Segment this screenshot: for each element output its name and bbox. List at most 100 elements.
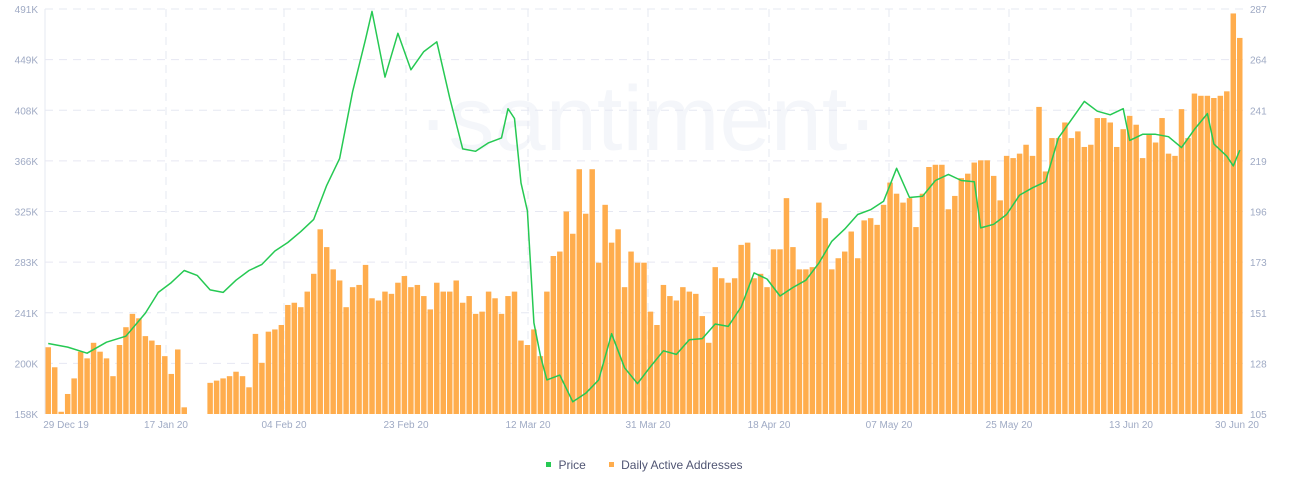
daa-bar[interactable] (680, 287, 686, 414)
daa-bar[interactable] (595, 262, 602, 414)
daa-bar[interactable] (349, 287, 356, 414)
daa-bar[interactable] (550, 256, 557, 414)
daa-bar[interactable] (537, 356, 544, 414)
daa-bar[interactable] (1185, 138, 1191, 415)
daa-bar[interactable] (1036, 106, 1042, 415)
daa-bar[interactable] (479, 311, 485, 414)
daa-bar[interactable] (265, 331, 272, 414)
daa-bar[interactable] (356, 284, 362, 414)
daa-bar[interactable] (207, 382, 213, 414)
daa-bar[interactable] (472, 313, 479, 414)
daa-bar[interactable] (155, 345, 162, 414)
daa-bar[interactable] (1217, 95, 1224, 415)
daa-bar[interactable] (272, 329, 278, 414)
daa-bar[interactable] (220, 378, 226, 414)
daa-bar[interactable] (1133, 124, 1139, 414)
daa-bar[interactable] (608, 242, 615, 414)
daa-bar[interactable] (1204, 95, 1211, 415)
daa-bar[interactable] (673, 300, 680, 414)
daa-bar[interactable] (744, 242, 751, 414)
daa-bar[interactable] (1055, 138, 1062, 415)
daa-bar[interactable] (116, 345, 123, 414)
daa-bar[interactable] (375, 300, 382, 414)
daa-bar[interactable] (667, 296, 673, 414)
daa-bar[interactable] (239, 376, 246, 414)
daa-bar[interactable] (285, 304, 291, 414)
daa-bar[interactable] (362, 264, 369, 414)
daa-bar[interactable] (1211, 98, 1217, 414)
daa-bar[interactable] (298, 307, 304, 414)
daa-bar[interactable] (621, 287, 628, 414)
daa-bar[interactable] (181, 407, 187, 414)
daa-bar[interactable] (459, 302, 466, 414)
daa-bar[interactable] (311, 273, 317, 414)
daa-bar[interactable] (1139, 158, 1146, 414)
daa-bar[interactable] (731, 278, 738, 414)
daa-bar[interactable] (175, 349, 181, 414)
daa-bar[interactable] (129, 313, 136, 414)
daa-bar[interactable] (906, 198, 913, 414)
daa-bar[interactable] (401, 276, 408, 414)
daa-bar[interactable] (1016, 153, 1023, 414)
daa-bar[interactable] (466, 296, 472, 414)
daa-bar[interactable] (252, 333, 259, 414)
daa-bar[interactable] (1120, 129, 1126, 414)
daa-bar[interactable] (1101, 118, 1107, 415)
daa-bar[interactable] (757, 273, 764, 414)
daa-bar[interactable] (168, 373, 175, 414)
daa-bar[interactable] (913, 227, 919, 414)
daa-bar[interactable] (803, 269, 809, 414)
daa-bar[interactable] (589, 169, 595, 414)
daa-bar[interactable] (498, 313, 505, 414)
daa-bar[interactable] (1237, 37, 1243, 415)
daa-bar[interactable] (142, 336, 149, 414)
daa-bar[interactable] (246, 387, 252, 414)
daa-bar[interactable] (511, 291, 518, 414)
daa-bar[interactable] (136, 318, 142, 414)
daa-bar[interactable] (1094, 118, 1101, 415)
daa-bar[interactable] (162, 356, 168, 414)
daa-bar[interactable] (984, 160, 990, 414)
daa-bar[interactable] (816, 202, 822, 414)
daa-bar[interactable] (369, 298, 375, 414)
daa-bar[interactable] (835, 258, 842, 414)
daa-bar[interactable] (77, 351, 84, 414)
daa-bar[interactable] (1230, 13, 1237, 414)
daa-bar[interactable] (414, 284, 421, 414)
daa-bar[interactable] (395, 282, 401, 414)
daa-bar[interactable] (1172, 155, 1178, 414)
daa-bar[interactable] (867, 218, 874, 414)
daa-bar[interactable] (388, 293, 395, 414)
daa-bar[interactable] (505, 296, 511, 414)
daa-bar[interactable] (634, 262, 641, 414)
daa-bar[interactable] (518, 340, 524, 414)
daa-bar[interactable] (952, 195, 958, 414)
daa-bar[interactable] (997, 200, 1003, 414)
daa-bar[interactable] (874, 224, 880, 414)
daa-bar[interactable] (887, 182, 893, 414)
daa-bar[interactable] (1198, 95, 1204, 415)
daa-bar[interactable] (1062, 122, 1068, 414)
daa-bar[interactable] (602, 204, 608, 414)
daa-bar[interactable] (1159, 118, 1165, 415)
daa-bar[interactable] (343, 307, 349, 414)
daa-bar[interactable] (1113, 146, 1120, 414)
daa-bar[interactable] (893, 193, 900, 414)
daa-bar[interactable] (1165, 153, 1172, 414)
daa-bar[interactable] (945, 209, 952, 414)
daa-bar[interactable] (628, 251, 634, 414)
daa-bar[interactable] (226, 376, 233, 414)
daa-bar[interactable] (570, 233, 576, 414)
daa-bar[interactable] (1088, 144, 1094, 414)
daa-bar[interactable] (446, 291, 453, 414)
daa-bar[interactable] (848, 231, 854, 414)
daa-bar[interactable] (1178, 109, 1185, 414)
daa-bar[interactable] (880, 204, 887, 414)
daa-bar[interactable] (1042, 171, 1049, 414)
daa-bar[interactable] (751, 278, 757, 414)
daa-bar[interactable] (900, 202, 906, 414)
daa-bar[interactable] (90, 342, 97, 414)
daa-bar[interactable] (582, 213, 589, 414)
daa-bar[interactable] (123, 327, 129, 414)
